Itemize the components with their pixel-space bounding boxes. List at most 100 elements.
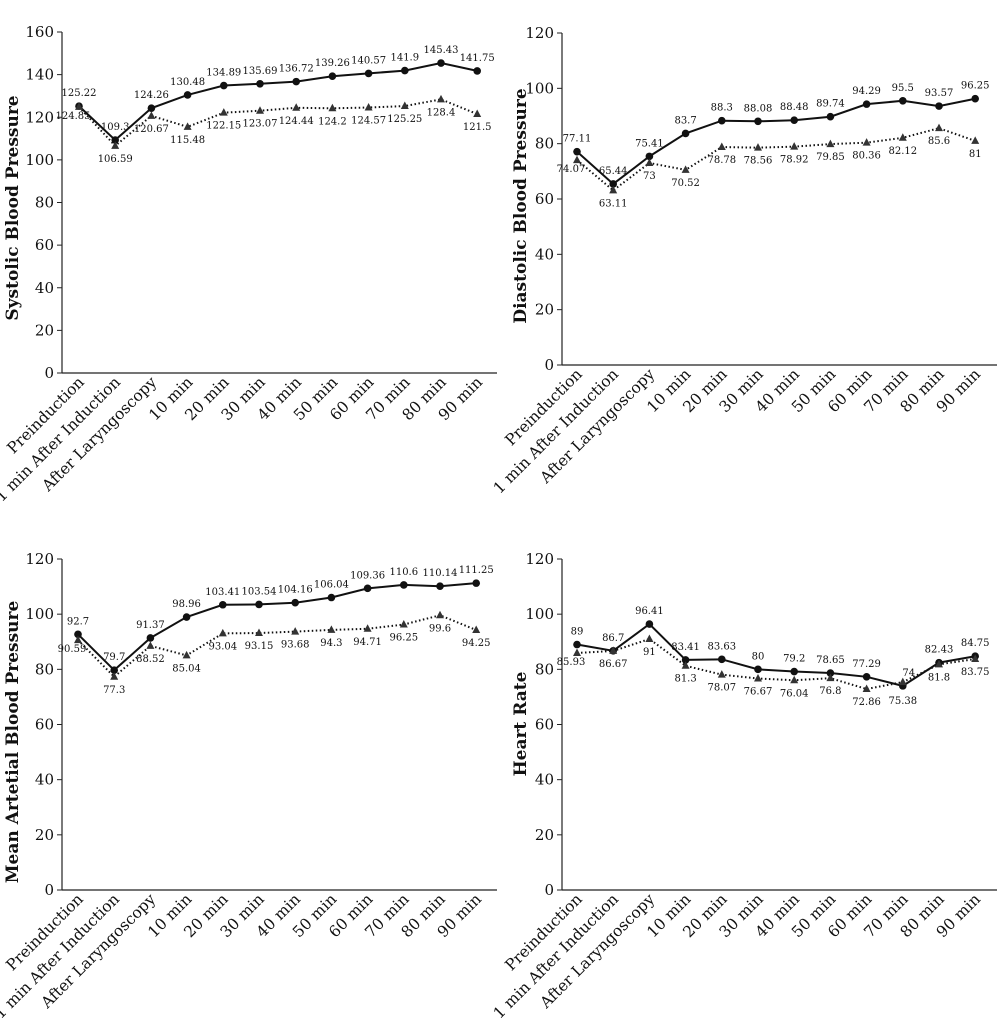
data-label: 123.07 [243, 119, 278, 130]
data-point-circle [790, 667, 798, 676]
data-point-circle [256, 80, 264, 88]
data-label: 89 [571, 627, 584, 638]
data-label: 104.16 [278, 585, 313, 596]
data-label: 76.67 [744, 687, 773, 698]
data-point-triangle [717, 142, 726, 151]
data-label: 78.07 [707, 683, 736, 694]
data-point-triangle [898, 677, 907, 686]
data-point-triangle [399, 620, 408, 628]
data-point-circle [609, 180, 617, 188]
data-label: 78.65 [816, 655, 845, 666]
data-point-triangle [826, 139, 835, 148]
data-point-triangle [328, 103, 337, 112]
data-point-circle [573, 147, 581, 156]
data-label: 86.7 [602, 633, 624, 644]
data-point-triangle [436, 610, 444, 619]
data-point-circle [790, 116, 798, 125]
data-point-circle [681, 656, 690, 664]
series-line-dotted [78, 98, 478, 148]
data-label: 83.7 [674, 115, 696, 126]
data-point-triangle [146, 641, 155, 649]
data-point-triangle [147, 111, 156, 119]
data-label: 77.29 [852, 659, 881, 670]
data-point-circle [754, 117, 762, 126]
y-tick-label: 80 [35, 194, 54, 212]
data-point-triangle [400, 101, 409, 110]
data-point-circle [862, 673, 871, 681]
data-point-triangle [75, 102, 83, 110]
data-label: 76.8 [819, 686, 841, 697]
data-point-triangle [717, 670, 726, 678]
series-line-solid [576, 97, 976, 186]
data-label: 83.41 [671, 642, 700, 653]
data-label: 94.29 [852, 86, 881, 97]
data-point-triangle [74, 635, 82, 644]
y-tick-label: 20 [535, 826, 554, 844]
data-label: 78.78 [707, 155, 736, 166]
data-point-triangle [182, 650, 191, 659]
data-point-circle [182, 613, 191, 621]
data-point-circle [436, 582, 444, 590]
data-label: 91.37 [136, 620, 165, 631]
data-label: 139.26 [315, 58, 350, 69]
data-label: 79.2 [783, 654, 805, 665]
data-point-circle [472, 579, 481, 587]
data-label: 94.3 [320, 638, 342, 649]
data-label: 88.3 [711, 103, 733, 114]
data-point-circle [219, 600, 227, 609]
data-point-triangle [862, 138, 871, 146]
y-tick-label: 20 [535, 301, 554, 319]
data-point-triangle [754, 674, 762, 682]
series-line-dotted [576, 637, 976, 691]
data-label: 77.3 [103, 685, 125, 696]
data-point-triangle [971, 136, 980, 144]
data-label: 110.6 [389, 567, 418, 578]
data-label: 82.12 [888, 146, 917, 157]
data-label: 141.9 [390, 53, 419, 64]
data-point-triangle [862, 684, 871, 693]
data-point-circle [473, 67, 482, 75]
data-label: 94.71 [353, 637, 382, 648]
y-tick-label: 100 [525, 79, 554, 97]
y-tick-label: 80 [535, 135, 554, 153]
data-label: 92.7 [67, 616, 89, 627]
y-tick-label: 20 [35, 826, 54, 844]
y-tick-label: 100 [25, 605, 54, 623]
data-label: 93.57 [925, 88, 954, 99]
data-point-circle [255, 600, 263, 609]
data-point-triangle [218, 628, 227, 637]
data-label: 63.11 [599, 198, 628, 209]
data-point-triangle [256, 106, 264, 114]
data-point-triangle [472, 625, 481, 634]
data-point-circle [147, 104, 156, 112]
data-label: 75.41 [635, 138, 664, 149]
data-label: 72.86 [852, 697, 881, 708]
data-point-circle [327, 593, 336, 602]
data-point-circle [292, 77, 301, 86]
series-line-dotted [576, 127, 976, 192]
y-tick-label: 80 [35, 660, 54, 678]
y-tick-label: 60 [35, 236, 54, 254]
data-label: 74 [902, 668, 915, 679]
data-label: 84.75 [961, 638, 990, 649]
y-tick-label: 40 [35, 279, 54, 297]
y-tick-label: 120 [525, 550, 554, 568]
data-point-circle [718, 655, 726, 664]
data-label: 76.04 [780, 688, 809, 699]
data-label: 95.5 [892, 83, 914, 94]
y-tick-label: 140 [25, 66, 54, 84]
data-label: 77.11 [563, 134, 592, 145]
data-point-circle [146, 634, 155, 642]
data-label: 78.56 [744, 156, 773, 167]
data-label: 145.43 [424, 45, 459, 56]
data-label: 85.04 [172, 663, 201, 674]
data-label: 93.68 [281, 640, 310, 651]
data-point-triangle [898, 133, 907, 141]
data-point-circle [364, 69, 373, 78]
data-point-triangle [645, 634, 654, 642]
data-label: 103.41 [205, 587, 240, 598]
data-point-triangle [971, 654, 980, 662]
